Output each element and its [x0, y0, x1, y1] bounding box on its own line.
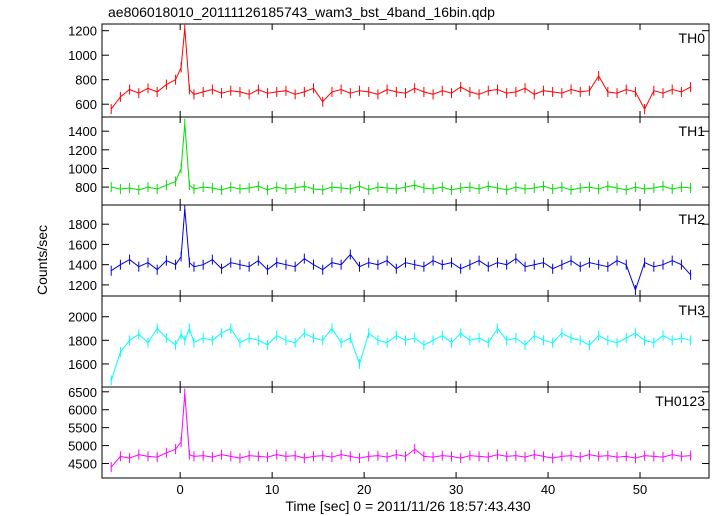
panel-label: TH2 [679, 211, 706, 227]
series-th0123 [110, 388, 692, 473]
y-tick-label: 600 [75, 97, 97, 112]
y-tick-label: 1000 [68, 161, 97, 176]
x-tick-label: 30 [449, 482, 463, 497]
panel-label: TH1 [679, 123, 706, 139]
x-axis-label: Time [sec] 0 = 2011/11/26 18:57:43.430 [285, 498, 531, 514]
y-tick-label: 1400 [68, 124, 97, 139]
series-th2 [110, 205, 692, 295]
y-tick-label: 5000 [68, 439, 97, 454]
panel-label: TH0 [679, 30, 706, 46]
panel-frame [101, 204, 710, 297]
panel-th3: 1600 1800 2000 TH3 [68, 295, 710, 388]
y-tick-label: 1600 [68, 237, 97, 252]
series-line [111, 123, 691, 191]
y-tick-label: 4500 [68, 457, 97, 472]
y-tick-label: 1200 [68, 143, 97, 158]
series-line [110, 208, 691, 292]
panel-th0: 600 800 1000 1200 TH0 [68, 23, 710, 118]
panel-label: TH0123 [655, 393, 705, 409]
y-tick-label: 1600 [68, 357, 97, 372]
y-tick-label: 800 [75, 73, 97, 88]
y-tick-label: 800 [75, 180, 97, 195]
x-tick-label: 50 [633, 482, 647, 497]
y-axis-label: Counts/sec [34, 225, 50, 295]
x-tick-label: 0 [177, 482, 184, 497]
y-tick-label: 1200 [68, 24, 97, 39]
panel-frame [101, 23, 710, 118]
y-tick-label: 1200 [68, 278, 97, 293]
y-tick-label: 1800 [68, 333, 97, 348]
y-tick-label: 1400 [68, 258, 97, 273]
x-tick-label: 20 [357, 482, 371, 497]
series-th0 [110, 24, 692, 115]
y-tick-label: 6500 [68, 385, 97, 400]
x-tick-label: 10 [265, 482, 279, 497]
series-th3 [110, 323, 692, 386]
series-line [110, 327, 691, 381]
panel-frame [101, 386, 710, 479]
x-tick-label: 40 [541, 482, 555, 497]
series-line [110, 393, 691, 468]
panel-th2: 1200 1400 1600 1800 TH2 [68, 204, 710, 297]
panel-th1: 800 1000 1200 1400 TH1 [68, 116, 710, 206]
y-tick-label: 5500 [68, 421, 97, 436]
panel-th0123: 4500 5000 5500 6000 6500 TH0123 [68, 385, 710, 479]
y-tick-label: 6000 [68, 403, 97, 418]
y-tick-label: 1000 [68, 48, 97, 63]
y-tick-label: 2000 [68, 310, 97, 325]
series-line [110, 28, 691, 111]
panel-label: TH3 [679, 302, 706, 318]
y-tick-label: 1800 [68, 217, 97, 232]
chart-title: ae806018010_20111126185743_wam3_bst_4ban… [108, 4, 495, 20]
series-th1 [110, 118, 692, 195]
